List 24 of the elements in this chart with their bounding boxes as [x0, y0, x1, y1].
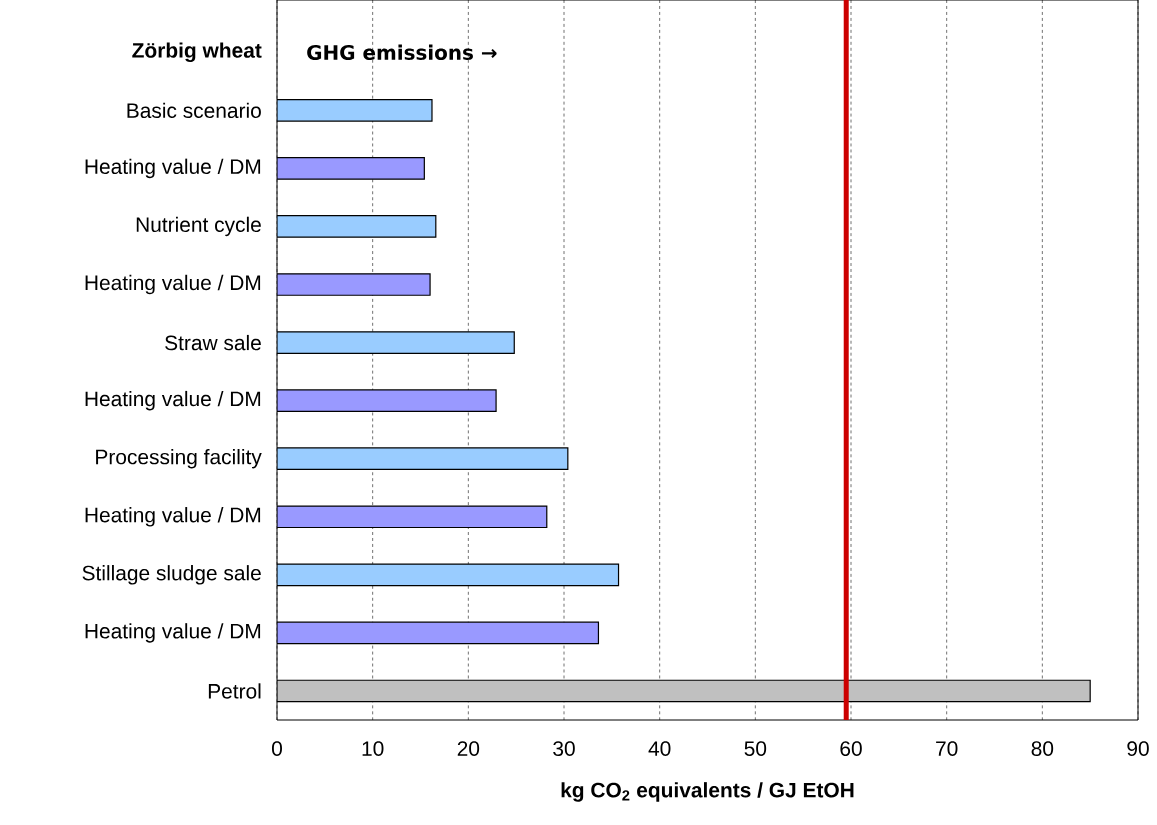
x-axis-title: kg CO$_{2}$ equivalents / GJ EtOH [561, 782, 854, 802]
annotation: GHG emissions → [307, 44, 497, 60]
x-tick-label: 80 [1031, 741, 1054, 756]
x-tick-label: 10 [362, 741, 384, 756]
x-tick-label: 50 [744, 741, 767, 756]
y-tick-label: Heating value / DM [85, 507, 261, 527]
x-tick-label: 20 [457, 741, 480, 756]
y-tick-label: Nutrient cycle [136, 216, 261, 237]
y-tick-label: Straw sale [165, 334, 261, 351]
x-tick-label: 90 [1127, 741, 1149, 756]
y-tick-label: Zörbig wheat [132, 42, 262, 63]
x-tick-label: 40 [648, 741, 671, 756]
y-tick-label: Heating value / DM [85, 274, 261, 295]
x-tick-label: 70 [936, 741, 958, 756]
y-tick-label: Basic scenario [127, 102, 261, 119]
y-tick-label: Heating value / DM [85, 623, 261, 643]
x-tick-label: 0 [272, 741, 282, 756]
y-tick-label: Petrol [208, 683, 261, 699]
x-tick-label: 30 [553, 741, 575, 756]
y-tick-label: Stillage sludge sale [82, 565, 261, 585]
y-tick-label: Heating value / DM [85, 158, 261, 179]
y-tick-label: Processing facility [96, 448, 262, 469]
y-tick-label: Heating value / DM [85, 390, 261, 411]
x-tick-label: 60 [840, 741, 862, 756]
